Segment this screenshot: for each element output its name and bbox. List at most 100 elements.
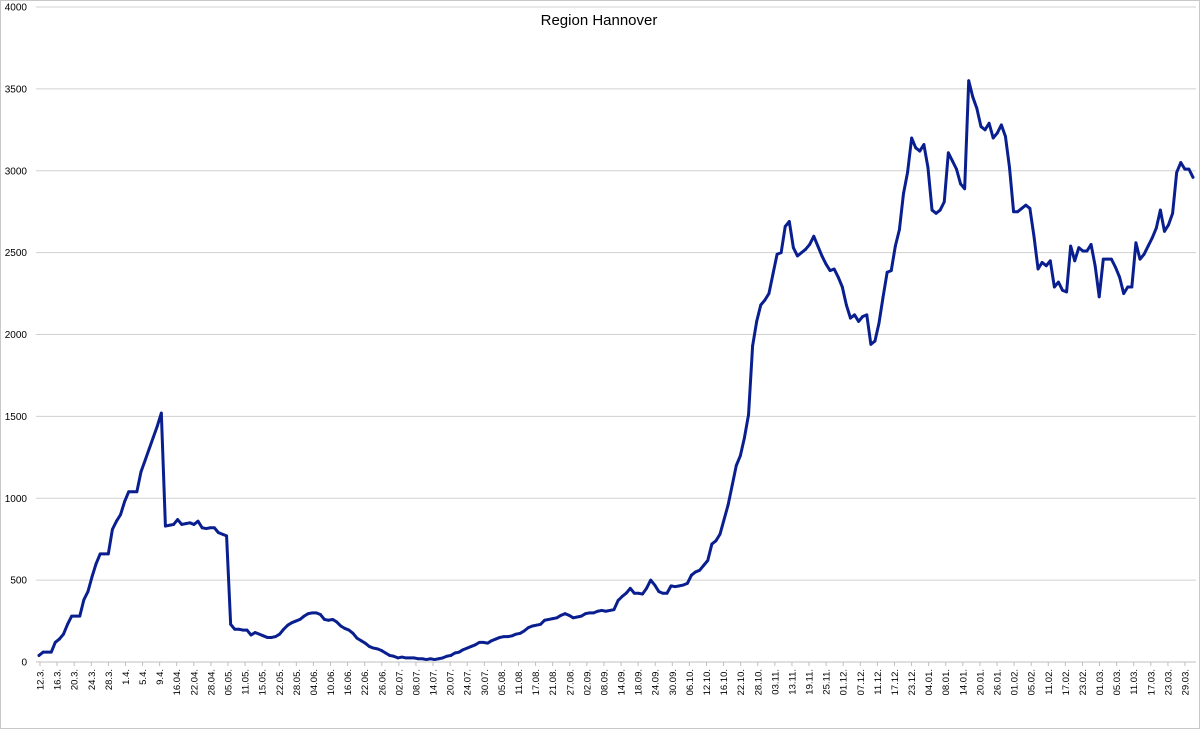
data-point xyxy=(265,636,269,639)
data-point xyxy=(791,246,795,250)
data-point xyxy=(469,645,473,648)
data-point xyxy=(677,584,681,588)
data-point xyxy=(1016,210,1020,214)
data-point xyxy=(522,629,526,633)
x-tick-label: 16.06. xyxy=(343,669,354,695)
data-point xyxy=(543,618,547,622)
data-point xyxy=(575,615,579,619)
x-tick-label: 1.4. xyxy=(121,669,132,685)
x-tick-label: 9.4. xyxy=(155,669,166,685)
data-point xyxy=(881,295,885,299)
data-point xyxy=(314,611,318,615)
y-tick-label: 3500 xyxy=(5,84,28,95)
data-point xyxy=(131,490,135,494)
data-point xyxy=(514,632,518,636)
data-point xyxy=(45,650,49,654)
data-point xyxy=(632,591,636,595)
data-point xyxy=(926,166,930,169)
series-line xyxy=(37,79,1195,662)
y-tick-label: 4000 xyxy=(5,3,28,14)
data-point xyxy=(955,167,958,171)
data-point xyxy=(767,292,771,295)
data-point xyxy=(404,656,408,660)
data-point xyxy=(502,635,506,639)
x-tick-label: 24.3. xyxy=(87,669,98,690)
data-point xyxy=(57,637,61,641)
x-tick-label: 05.08. xyxy=(497,669,508,695)
x-tick-label: 01.02. xyxy=(1010,669,1021,695)
y-axis-ticks: 0 500 1000 1500 2000 2500 3000 3500 4000 xyxy=(5,3,28,669)
data-point xyxy=(221,532,224,536)
data-point xyxy=(1114,265,1117,269)
data-point xyxy=(327,618,330,622)
data-point xyxy=(1052,285,1056,289)
x-tick-label: 17.12. xyxy=(890,669,901,695)
data-point xyxy=(763,298,767,302)
data-point xyxy=(808,243,812,246)
data-point xyxy=(600,609,604,612)
data-point xyxy=(579,614,583,618)
data-point xyxy=(482,640,485,644)
data-point xyxy=(367,645,371,648)
x-tick-label: 14.09. xyxy=(617,669,628,695)
data-point xyxy=(616,599,620,602)
data-point xyxy=(98,552,102,556)
data-point xyxy=(1061,288,1064,292)
data-point xyxy=(637,591,640,595)
chart-title: Region Hannover xyxy=(541,12,658,29)
data-point xyxy=(747,413,750,417)
data-point xyxy=(147,447,151,451)
data-point xyxy=(816,244,820,248)
data-point xyxy=(967,79,971,83)
data-point xyxy=(1158,208,1162,212)
data-point xyxy=(889,269,893,273)
data-point xyxy=(624,591,628,595)
data-point xyxy=(551,617,555,621)
data-point xyxy=(249,633,253,637)
data-point xyxy=(123,500,127,503)
data-point xyxy=(853,313,856,317)
data-point xyxy=(335,620,339,624)
x-tick-label: 06.10. xyxy=(685,669,696,695)
x-tick-label: 16.04. xyxy=(172,669,183,695)
data-point xyxy=(877,321,881,325)
data-point xyxy=(388,654,392,657)
data-point xyxy=(592,611,595,615)
data-point xyxy=(906,170,909,174)
data-point xyxy=(445,654,449,658)
data-point xyxy=(164,524,167,528)
data-point xyxy=(192,523,196,526)
x-tick-label: 11.03. xyxy=(1129,669,1140,695)
data-point xyxy=(584,612,587,616)
data-point xyxy=(1057,280,1060,284)
data-point xyxy=(453,651,457,655)
data-point xyxy=(898,228,901,232)
data-point xyxy=(1101,257,1105,261)
x-tick-label: 05.05. xyxy=(223,669,234,695)
x-tick-label: 20.01. xyxy=(975,669,986,695)
data-point xyxy=(200,526,204,530)
data-point xyxy=(347,628,351,632)
data-point xyxy=(294,619,298,623)
x-tick-label: 19.11. xyxy=(805,669,816,695)
data-point xyxy=(836,275,840,279)
data-point xyxy=(547,618,551,621)
data-point xyxy=(914,146,918,150)
data-point xyxy=(934,211,938,215)
data-point xyxy=(253,631,257,634)
data-point xyxy=(828,269,832,273)
data-point xyxy=(726,503,730,507)
data-point xyxy=(641,592,644,596)
data-point xyxy=(608,609,612,612)
data-point xyxy=(1081,249,1085,253)
y-tick-label: 0 xyxy=(21,658,27,669)
data-point xyxy=(893,244,897,248)
data-point xyxy=(738,454,742,458)
data-point xyxy=(959,182,962,186)
data-point xyxy=(180,523,184,526)
x-tick-label: 24.07. xyxy=(463,669,474,695)
x-tick-label: 12.10. xyxy=(702,669,713,695)
data-point xyxy=(371,646,375,650)
data-point xyxy=(351,631,355,635)
x-tick-label: 17.02. xyxy=(1061,669,1072,695)
